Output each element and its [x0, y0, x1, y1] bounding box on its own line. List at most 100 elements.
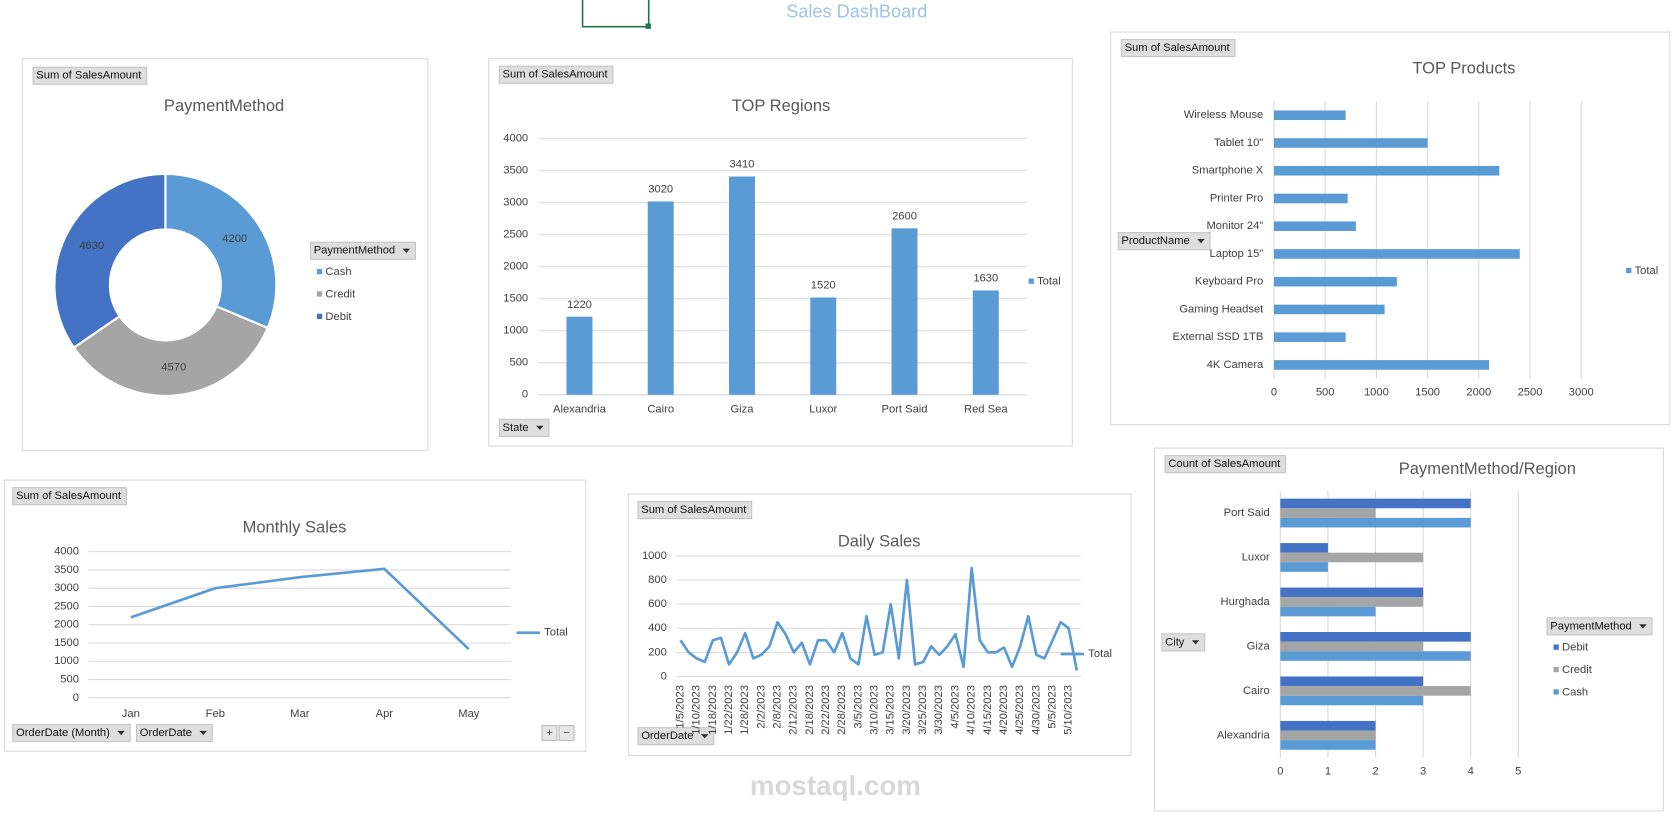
- y-tick-label: 500: [509, 357, 528, 369]
- x-tick-label: 5/5/2023: [1046, 685, 1058, 729]
- collapse-button[interactable]: [558, 725, 575, 742]
- axis-field-button[interactable]: [498, 418, 550, 437]
- y-tick-label: Giza: [1247, 640, 1271, 652]
- x-tick-label: 4/25/2023: [1014, 685, 1026, 735]
- axis-field-button-label[interactable]: OrderDate: [140, 727, 192, 739]
- dropdown-arrow[interactable]: [117, 730, 125, 736]
- value-field-button[interactable]: [498, 65, 614, 84]
- x-tick-label: Jan: [122, 708, 140, 720]
- value-field-button-label[interactable]: Sum of SalesAmount: [641, 504, 747, 516]
- x-tick-label: 2/28/2023: [836, 685, 848, 735]
- value-field-button[interactable]: [32, 66, 148, 85]
- chart-panel: [3, 479, 587, 752]
- y-tick-label: Monitor 24": [1206, 220, 1263, 232]
- y-tick-label: 200: [648, 646, 667, 658]
- bar: [1280, 606, 1376, 617]
- x-tick-label: 3/5/2023: [852, 685, 864, 729]
- y-tick-label: 2000: [54, 619, 79, 631]
- x-tick-label: 1000: [1364, 387, 1389, 399]
- y-tick-label: 1500: [503, 293, 528, 305]
- value-field-button-label[interactable]: Sum of SalesAmount: [1125, 42, 1231, 54]
- x-tick-label: 3: [1420, 765, 1426, 777]
- value-field-button-label[interactable]: Sum of SalesAmount: [16, 490, 122, 502]
- axis-field-button[interactable]: [12, 723, 131, 743]
- value-field-button-label[interactable]: Sum of SalesAmount: [503, 69, 609, 81]
- bar: [1280, 651, 1471, 661]
- x-tick-label: 2/2/2023: [755, 685, 767, 729]
- chart-title: PaymentMethod/Region: [1399, 459, 1576, 478]
- dropdown-arrow[interactable]: [700, 734, 709, 739]
- axis-field-button-label[interactable]: State: [503, 422, 529, 434]
- axis-field-button-label[interactable]: OrderDate (Month): [16, 727, 110, 739]
- x-tick-label: 1/18/2023: [707, 685, 719, 735]
- x-tick-label: 5/10/2023: [1063, 685, 1075, 735]
- value-field-button[interactable]: [12, 487, 127, 506]
- line: [130, 567, 470, 651]
- legend-field-button-label[interactable]: PaymentMethod: [314, 245, 395, 257]
- x-tick-label: 500: [1316, 387, 1335, 399]
- dropdown-arrow[interactable]: [1639, 624, 1647, 629]
- legend-field-button[interactable]: [1546, 617, 1653, 636]
- axis-field-button-label[interactable]: City: [1165, 636, 1185, 648]
- y-tick-label: 1000: [54, 655, 79, 667]
- value-field-button[interactable]: [637, 500, 753, 520]
- x-tick-label: 3/30/2023: [933, 685, 945, 735]
- x-tick-label: 1/28/2023: [739, 685, 751, 735]
- legend-swatch: [316, 313, 323, 320]
- y-tick-label: Keyboard Pro: [1195, 276, 1263, 288]
- legend-field-button-label[interactable]: PaymentMethod: [1550, 620, 1631, 632]
- bar: [1273, 165, 1500, 176]
- y-tick-label: 2500: [54, 600, 79, 612]
- expand-button[interactable]: [541, 725, 558, 742]
- legend-field-button[interactable]: [309, 241, 416, 260]
- watermark: mostaql.com: [750, 770, 921, 801]
- donut-slice: [53, 172, 167, 350]
- data-label: 1630: [973, 273, 998, 285]
- chart-title: TOP Products: [1412, 59, 1515, 78]
- expand-icon[interactable]: +: [546, 727, 553, 739]
- bar: [728, 176, 755, 395]
- axis-field-button-label[interactable]: OrderDate: [641, 730, 693, 742]
- x-tick-label: 1/10/2023: [691, 685, 703, 735]
- axis-field-button[interactable]: [1117, 232, 1211, 251]
- value-field-button[interactable]: [1164, 455, 1287, 474]
- x-tick-label: 2500: [1518, 387, 1543, 399]
- axis-field-button-label[interactable]: ProductName: [1121, 235, 1189, 247]
- y-tick-label: 3500: [54, 564, 79, 576]
- y-tick-label: 600: [648, 598, 667, 610]
- bar: [1273, 304, 1385, 315]
- x-tick-label: 3/15/2023: [885, 685, 897, 735]
- dropdown-arrow[interactable]: [1197, 239, 1205, 244]
- y-tick-label: External SSD 1TB: [1173, 331, 1264, 343]
- y-tick-label: 500: [60, 673, 79, 685]
- collapse-icon[interactable]: −: [563, 727, 570, 739]
- bar: [1273, 360, 1490, 370]
- legend-swatch: [1553, 666, 1559, 673]
- dropdown-arrow[interactable]: [1191, 640, 1200, 645]
- dropdown-arrow[interactable]: [402, 248, 411, 253]
- axis-field-button[interactable]: [637, 727, 715, 746]
- value-field-button-label[interactable]: Sum of SalesAmount: [36, 70, 142, 82]
- x-tick-label: 4/10/2023: [966, 685, 978, 735]
- bar: [1273, 193, 1348, 204]
- dropdown-arrow[interactable]: [199, 730, 207, 736]
- y-tick-label: 0: [522, 389, 528, 401]
- dropdown-arrow[interactable]: [536, 425, 544, 431]
- x-tick-label: Cairo: [647, 404, 674, 416]
- x-tick-label: 3000: [1569, 387, 1594, 399]
- y-tick-label: 0: [73, 692, 79, 704]
- axis-field-button[interactable]: [1161, 633, 1206, 652]
- y-tick-label: Wireless Mouse: [1184, 109, 1264, 121]
- bar: [1273, 332, 1346, 342]
- value-field-button[interactable]: [1120, 38, 1236, 58]
- x-tick-label: 2/22/2023: [820, 685, 832, 735]
- y-tick-label: 3000: [54, 582, 79, 594]
- y-tick-label: 3000: [503, 197, 528, 209]
- value-field-button-label[interactable]: Count of SalesAmount: [1168, 458, 1281, 470]
- x-tick-label: 2/12/2023: [788, 685, 800, 735]
- y-tick-label: 3500: [503, 165, 528, 177]
- y-tick-label: 2500: [503, 229, 528, 241]
- axis-field-button[interactable]: [136, 723, 213, 743]
- fill-handle: [645, 23, 651, 29]
